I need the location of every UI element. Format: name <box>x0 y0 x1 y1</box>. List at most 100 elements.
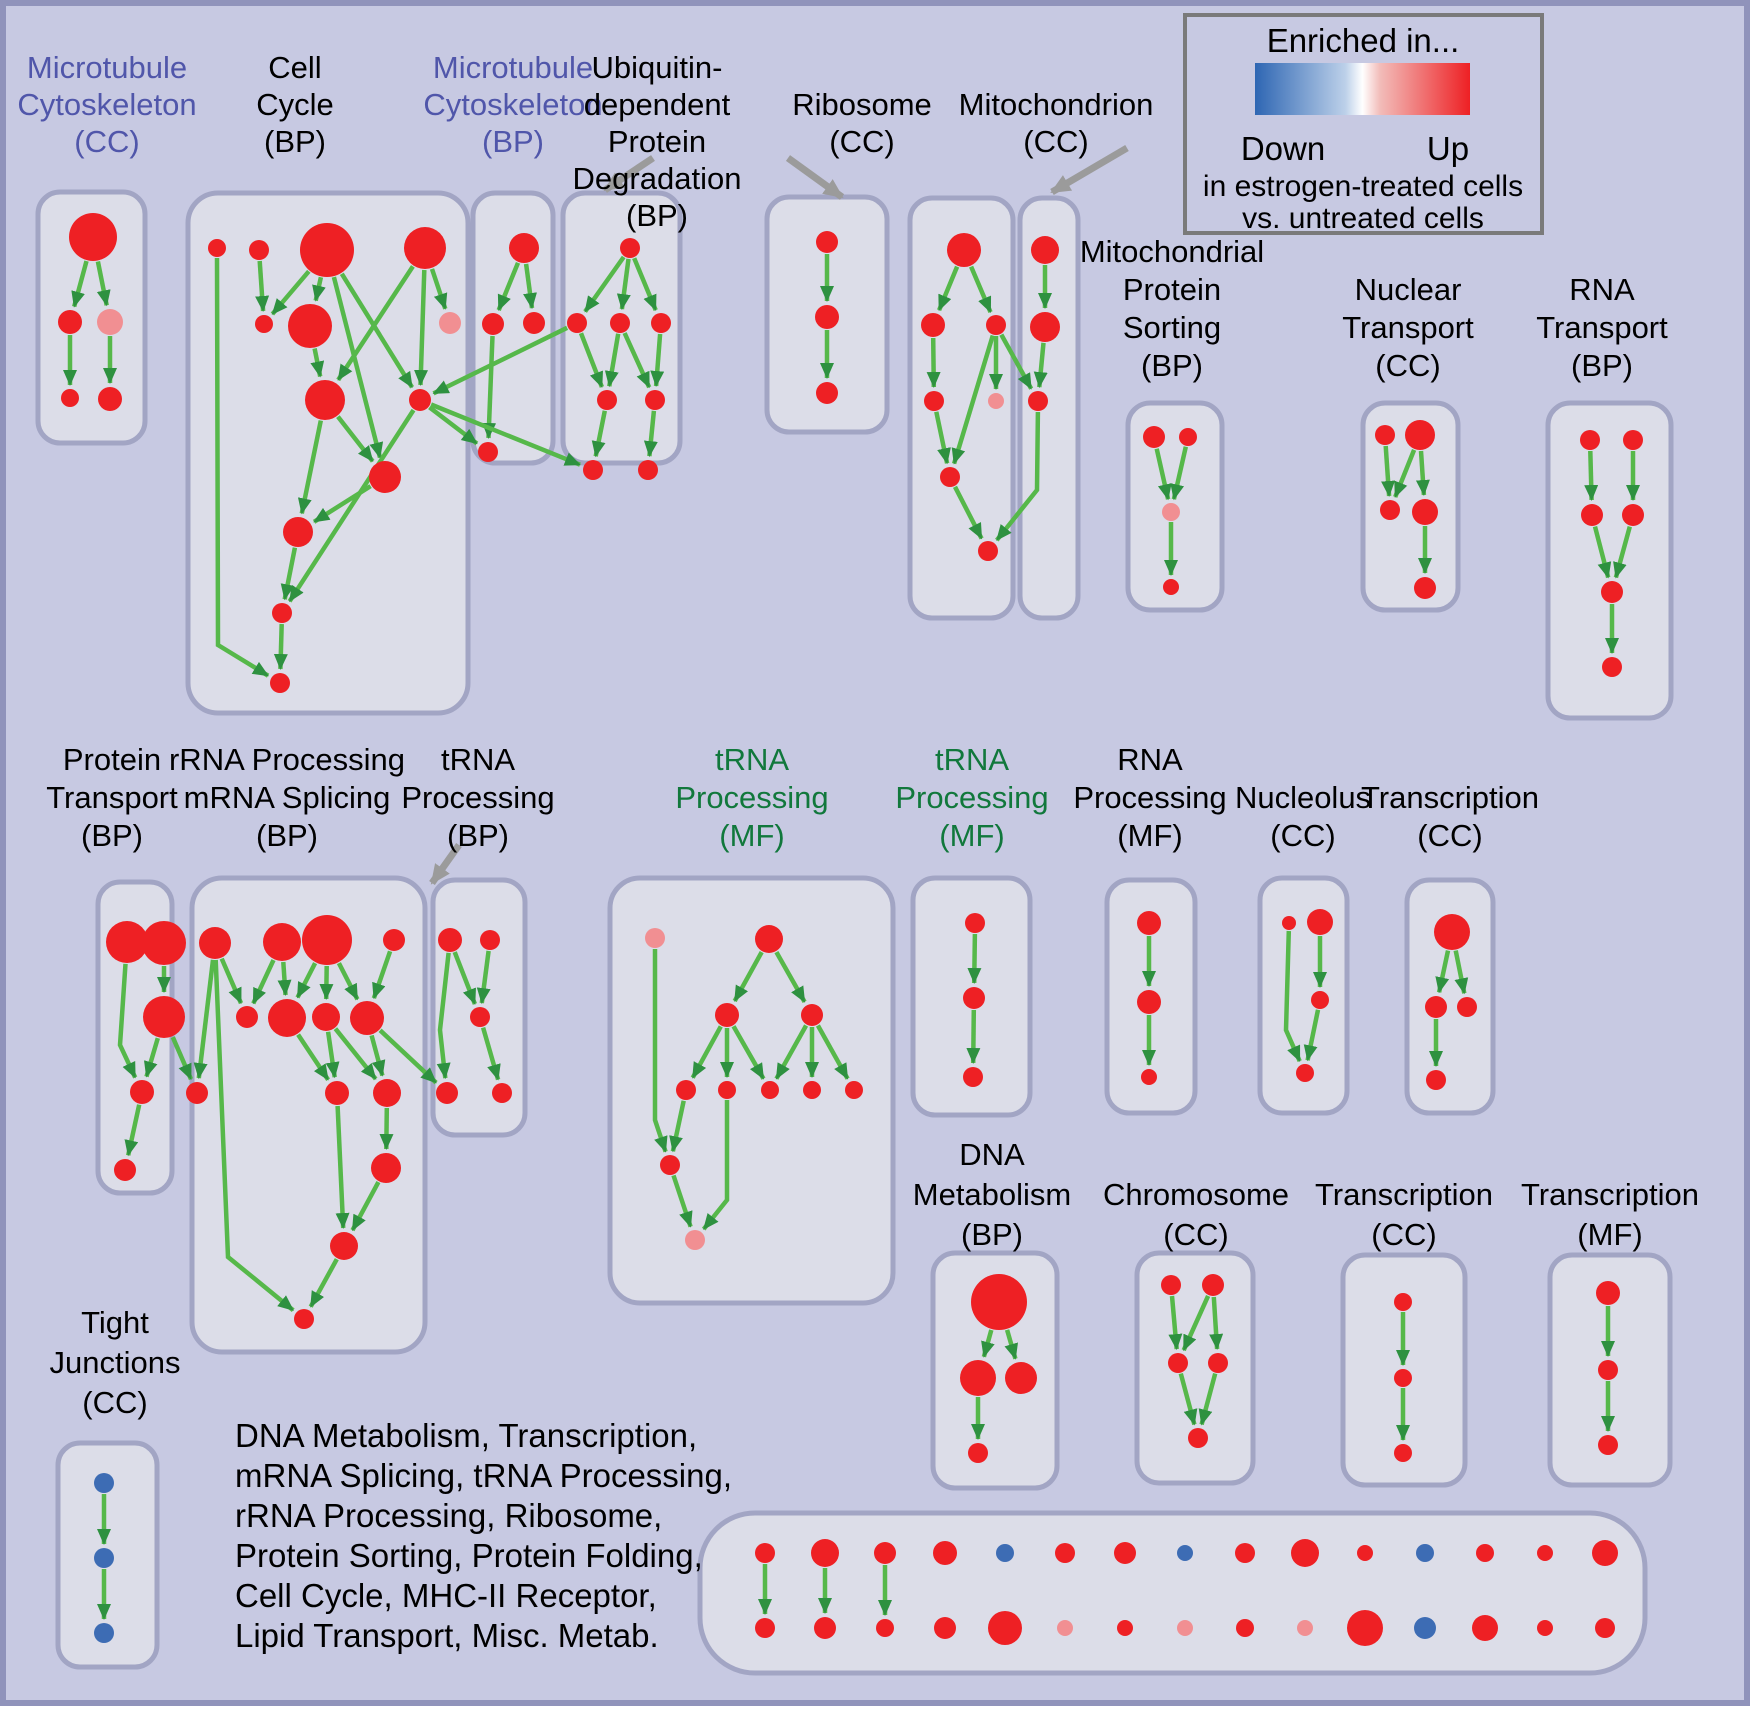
enrichment-edge <box>604 333 621 388</box>
go-term-node <box>523 312 545 334</box>
group-label-microtubule-cytoskeleton-cc-line2: (CC) <box>74 124 139 159</box>
enrichment-edge <box>926 337 941 388</box>
go-term-node <box>492 1083 512 1103</box>
go-term-node <box>638 460 658 480</box>
go-term-node <box>1347 1610 1383 1646</box>
enrichment-edge <box>669 1100 686 1153</box>
group-box-rrna-processing-mrna-splicing-bp <box>189 875 428 1355</box>
go-term-node <box>1177 1545 1193 1561</box>
group-label-rna-transport-bp-line0: RNA <box>1569 272 1635 307</box>
go-term-node <box>404 227 446 269</box>
go-term-node <box>1357 1545 1373 1561</box>
go-term-node <box>1414 1617 1436 1639</box>
go-term-node <box>1235 1543 1255 1563</box>
enrichment-edge <box>1209 1296 1224 1350</box>
go-term-node <box>1598 1435 1618 1455</box>
enrichment-edge <box>969 265 993 314</box>
go-term-node <box>373 1079 401 1107</box>
group-box-nucleolus-cc <box>1257 875 1350 1116</box>
go-term-node <box>1405 420 1435 450</box>
go-term-node <box>130 1080 154 1104</box>
enrichment-edge <box>310 348 325 378</box>
group-label-rna-processing-mf-line1: Processing <box>1073 780 1226 815</box>
go-term-node <box>1476 1544 1494 1562</box>
go-term-node <box>1161 1275 1181 1295</box>
legend: Enriched in... Down Up in estrogen-treat… <box>1183 13 1544 235</box>
go-term-node <box>199 927 231 959</box>
enrichment-edge <box>650 333 665 387</box>
group-label-dna-metabolism-bp-line2: (BP) <box>961 1217 1023 1252</box>
caption-line: mRNA Splicing, tRNA Processing, <box>235 1457 732 1494</box>
group-label-tight-junctions-cc-line2: (CC) <box>82 1385 147 1420</box>
group-label-transcription-mf-line1: (MF) <box>1577 1217 1642 1252</box>
group-box-chromosome-cc <box>1134 1250 1256 1486</box>
group-label-trna-processing-bp-line2: (BP) <box>447 818 509 853</box>
go-term-node <box>1188 1428 1208 1448</box>
enrichment-edge <box>480 1026 501 1081</box>
group-box-dna-metabolism-bp <box>930 1250 1060 1491</box>
go-term-node <box>143 996 185 1038</box>
group-label-nucleolus-cc-line0: Nucleolus <box>1235 780 1371 815</box>
group-label-microtubule-cytoskeleton-cc-line1: Cytoskeleton <box>17 87 196 122</box>
go-term-node <box>439 312 461 334</box>
enrichment-edge <box>1592 526 1612 579</box>
go-term-node <box>965 913 985 933</box>
go-term-node <box>114 1159 136 1181</box>
go-term-node <box>978 541 998 561</box>
go-term-node <box>988 393 1004 409</box>
go-term-node <box>996 1544 1014 1562</box>
caption-block: DNA Metabolism, Transcription, mRNA Spli… <box>235 1417 732 1654</box>
group-label-ribosome-cc-line0: Ribosome <box>792 87 932 122</box>
enrichment-edge <box>1381 445 1396 497</box>
group-box-rna-transport-bp <box>1545 400 1674 721</box>
go-term-node <box>1394 1444 1412 1462</box>
enrichment-edge <box>1283 930 1302 1063</box>
go-term-node <box>801 1004 823 1026</box>
enrichment-edge <box>144 1037 160 1078</box>
go-term-node <box>960 1360 996 1396</box>
enrichment-edge <box>296 1033 330 1081</box>
group-label-nuclear-transport-cc-line0: Nuclear <box>1355 272 1462 307</box>
group-label-protein-transport-bp-line2: (BP) <box>81 818 143 853</box>
enrichment-edge <box>523 263 537 310</box>
group-box-microtubule-cytoskeleton-bp <box>470 190 556 466</box>
group-label-rrna-processing-mrna-splicing-bp-line1: mRNA Splicing <box>184 780 391 815</box>
legend-subtitle-1: in estrogen-treated cells <box>1203 170 1523 203</box>
enrichment-edge <box>701 1100 730 1231</box>
enrichment-edge <box>452 951 477 1005</box>
go-term-node <box>330 1232 358 1260</box>
group-label-dna-metabolism-bp-line1: Metabolism <box>913 1177 1072 1212</box>
go-term-node <box>567 313 587 333</box>
go-term-node <box>1291 1539 1319 1567</box>
group-label-tight-junctions-cc-line1: Junctions <box>50 1345 181 1380</box>
go-term-node <box>761 1081 779 1099</box>
go-term-node <box>676 1080 696 1100</box>
go-term-node <box>369 461 401 493</box>
enrichment-edge <box>1393 449 1417 498</box>
group-box-transcription-cc-1 <box>1404 877 1496 1116</box>
caption-line: DNA Metabolism, Transcription, <box>235 1417 697 1454</box>
enrichment-edge <box>308 1258 339 1308</box>
enrichment-edge <box>312 276 326 302</box>
go-term-node <box>1457 997 1477 1017</box>
go-term-node <box>1282 916 1296 930</box>
go-term-node <box>325 1081 349 1105</box>
enrichment-edge <box>432 325 569 396</box>
group-label-ubiquitin-deg-bp-line3: Degradation <box>573 161 742 196</box>
enrichment-edge <box>731 1025 766 1080</box>
go-term-node <box>971 1274 1027 1330</box>
enrichment-edge <box>273 623 288 670</box>
go-term-node <box>963 1067 983 1087</box>
go-term-node <box>583 460 603 480</box>
go-term-node <box>371 1153 401 1183</box>
go-term-node <box>97 309 123 335</box>
go-term-node <box>816 382 838 404</box>
go-term-node <box>816 231 838 253</box>
go-term-node <box>1601 581 1623 603</box>
enrichment-edge <box>934 411 951 465</box>
go-term-node <box>1177 1620 1193 1636</box>
enrichment-edge <box>643 410 658 458</box>
enrichment-edge <box>277 961 292 996</box>
go-term-node <box>755 1543 775 1563</box>
